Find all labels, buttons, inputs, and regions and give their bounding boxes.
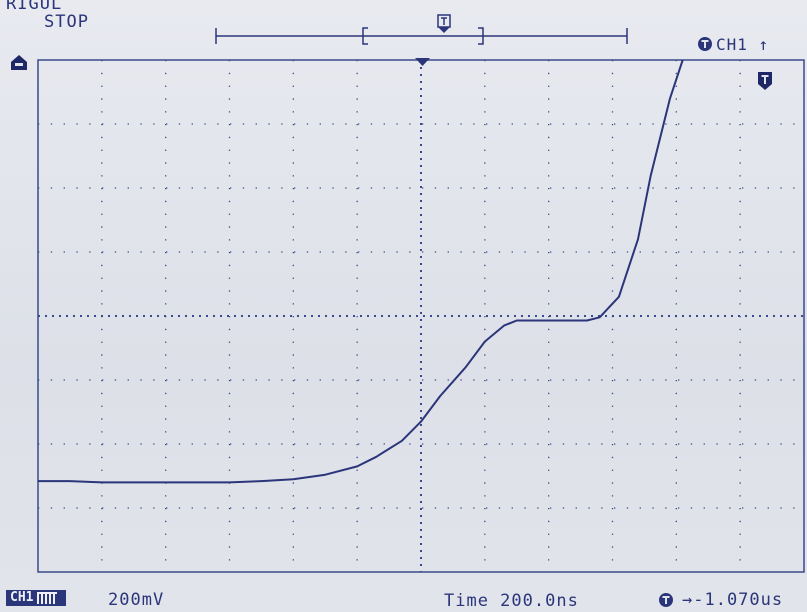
- ground-marker-icon: [11, 55, 27, 70]
- trigger-offset-label: →-1.070us: [682, 590, 784, 610]
- trigger-level-icon: [758, 72, 772, 90]
- waveform-line: [38, 59, 684, 484]
- trigger-channel-label: CH1 ↑: [716, 35, 770, 54]
- dc-coupling-icon: [37, 591, 58, 604]
- trigger-marker-icon: [415, 58, 430, 66]
- trigger-offset-icon: [659, 593, 673, 607]
- graticule: [37, 59, 805, 573]
- channel-1-trace: [38, 59, 684, 484]
- memory-position-bar: [215, 14, 628, 45]
- brand-label: RIGUL: [6, 0, 63, 14]
- channel-1-label: CH1: [10, 590, 34, 605]
- trigger-position-icon: [437, 14, 451, 33]
- trigger-channel-icon: [698, 37, 712, 51]
- volts-per-div: 200mV: [108, 590, 165, 610]
- channel-1-badge: CH1: [6, 590, 66, 606]
- timebase-label: Time 200.0ns: [444, 591, 579, 611]
- run-status: STOP: [44, 12, 89, 32]
